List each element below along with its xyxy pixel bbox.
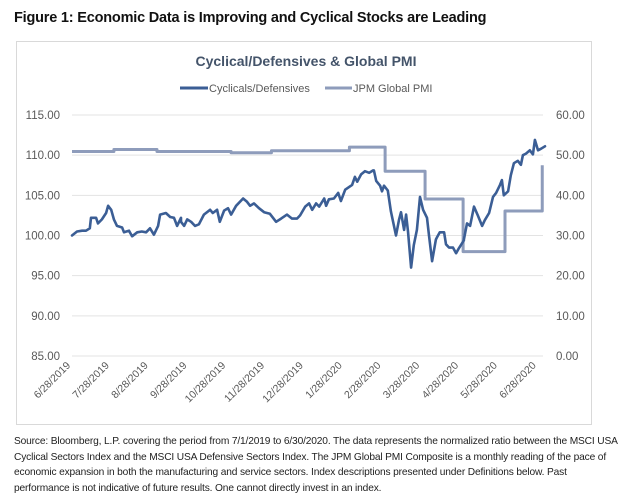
y-right-tick-label: 0.00 xyxy=(556,351,578,363)
source-note: Source: Bloomberg, L.P. covering the per… xyxy=(14,436,618,494)
chart-svg: Cyclical/Defensives & Global PMI Cyclica… xyxy=(25,53,585,406)
series-line-cyclicals-defensives xyxy=(70,138,547,269)
y-axis-left: 85.00 90.00 95.00 100.00 105.00 110.00 115.00 xyxy=(25,110,60,363)
series-line-jpm-global-pmi xyxy=(72,145,544,254)
y-right-tick-label: 40.00 xyxy=(556,190,585,202)
y-right-tick-label: 20.00 xyxy=(556,271,585,283)
y-left-tick-label: 105.00 xyxy=(25,190,60,202)
y-right-tick-label: 10.00 xyxy=(556,311,585,323)
chart-frame xyxy=(16,41,592,425)
y-right-tick-label: 50.00 xyxy=(556,150,585,162)
chart-title: Cyclical/Defensives & Global PMI xyxy=(196,53,417,69)
x-tick-label: 7/28/2019 xyxy=(70,360,112,402)
y-right-tick-label: 30.00 xyxy=(556,231,585,243)
y-left-tick-label: 90.00 xyxy=(31,311,60,323)
y-right-tick-label: 60.00 xyxy=(556,110,585,122)
x-tick-label: 8/28/2019 xyxy=(109,360,151,402)
series-lines xyxy=(70,138,547,269)
x-tick-label: 3/28/2020 xyxy=(381,360,423,402)
x-tick-label: 5/28/2020 xyxy=(458,360,500,402)
y-left-tick-label: 100.00 xyxy=(25,231,60,243)
x-tick-label: 4/28/2020 xyxy=(420,360,462,402)
y-axis-right: 0.00 10.00 20.00 30.00 40.00 50.00 60.00 xyxy=(556,110,585,363)
x-axis: 6/28/20197/28/20198/28/20199/28/201910/2… xyxy=(32,360,539,406)
y-left-tick-label: 85.00 xyxy=(31,351,60,363)
x-tick-label: 10/28/2019 xyxy=(183,360,229,406)
x-tick-label: 12/28/2019 xyxy=(260,360,306,406)
x-tick-label: 2/28/2020 xyxy=(342,360,384,402)
x-tick-label: 6/28/2020 xyxy=(497,360,539,402)
y-left-tick-label: 110.00 xyxy=(26,150,60,162)
figure-title: Figure 1: Economic Data is Improving and… xyxy=(14,10,487,26)
y-left-tick-label: 95.00 xyxy=(31,271,60,283)
x-tick-label: 6/28/2019 xyxy=(32,360,74,402)
gridlines xyxy=(72,114,543,357)
y-left-tick-label: 115.00 xyxy=(26,110,60,122)
legend: Cyclicals/Defensives JPM Global PMI xyxy=(180,83,432,95)
legend-label-pmi: JPM Global PMI xyxy=(353,83,432,95)
legend-label-cyclicals: Cyclicals/Defensives xyxy=(209,83,310,95)
x-tick-label: 1/28/2020 xyxy=(303,360,345,402)
